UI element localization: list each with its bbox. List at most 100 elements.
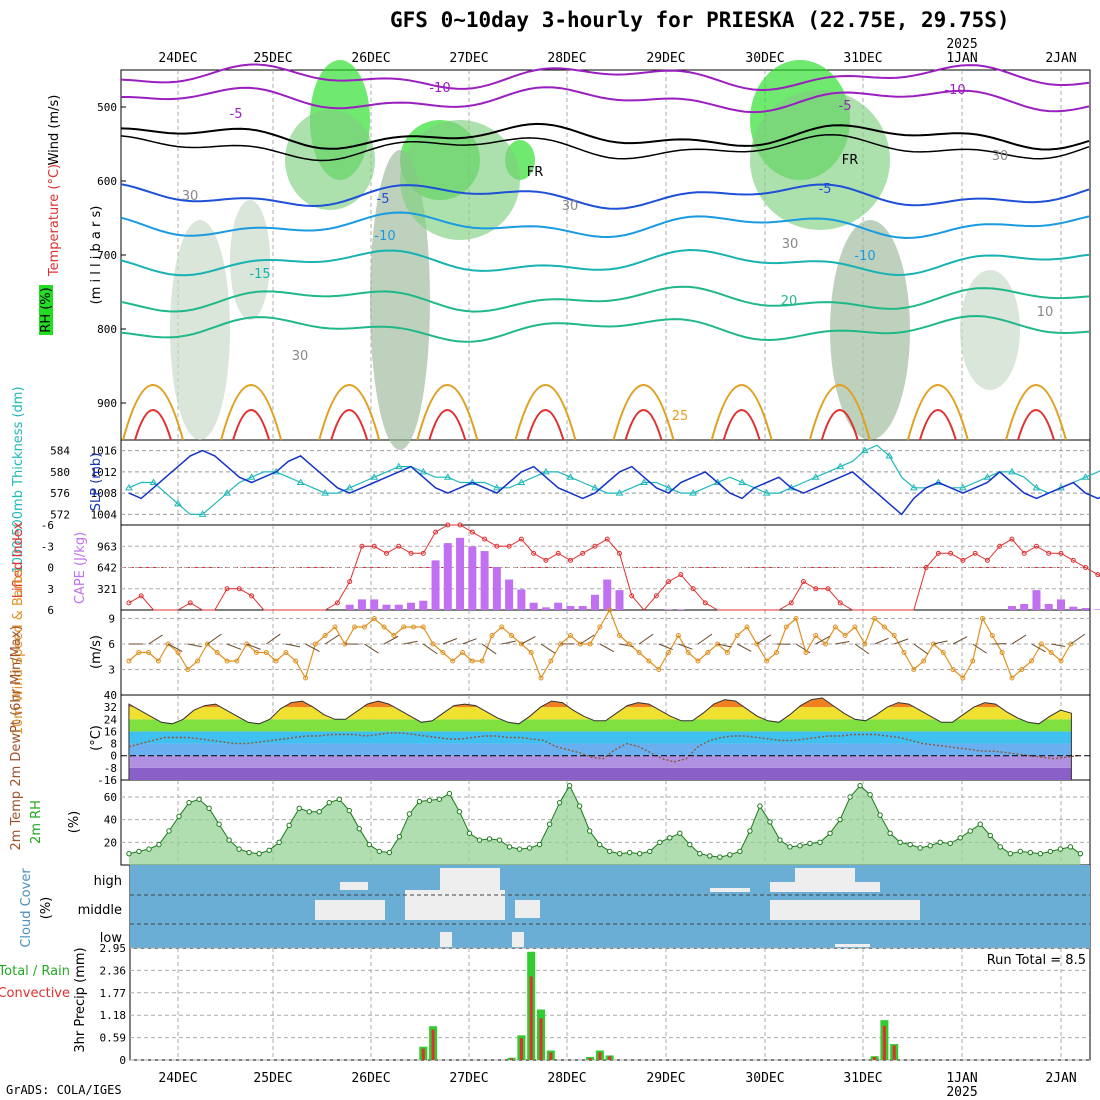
rh-point (476, 837, 483, 843)
rh-point (857, 782, 863, 789)
wind-barb (246, 643, 261, 650)
li-point (935, 550, 941, 556)
thickness-point (321, 489, 330, 496)
rh-point (456, 809, 463, 815)
wind-speed-point (322, 633, 328, 638)
wind-speed-line (128, 608, 1072, 680)
temp-label: 2m Temp 2m DewPt (6hr Min/Max) (9, 625, 24, 850)
wind-speed-point (126, 658, 132, 664)
wind-speed-point (872, 616, 878, 621)
thickness-point (198, 510, 207, 517)
contour-label: -10 (374, 229, 395, 244)
temperature-contour (722, 409, 761, 441)
thickness-point (615, 489, 624, 496)
wind-speed-point (518, 641, 524, 647)
temperature-contour (1005, 384, 1067, 441)
date-label-top: 2JAN (1045, 51, 1076, 66)
rh-point (366, 841, 373, 848)
contour-label: -10 (429, 81, 450, 96)
wind-speed-point (852, 624, 858, 630)
date-label-bottom: 1JAN (946, 1071, 977, 1086)
contour-label: FR (842, 153, 859, 168)
temp-tick: 24 (104, 713, 118, 726)
wind-barb (854, 643, 870, 655)
wind-speed-point (832, 624, 838, 630)
wind-tick: 6 (108, 638, 115, 651)
wind-speed-point (989, 633, 995, 638)
wind-speed-point (734, 633, 740, 638)
rh-point (546, 821, 553, 827)
rh-point (146, 846, 152, 852)
li-point (518, 536, 524, 542)
precip-label-convective: Convective (0, 986, 70, 1001)
wind-speed-point (273, 658, 279, 664)
rh-point (336, 796, 342, 802)
thickness-point (149, 478, 158, 485)
rh-point (927, 843, 933, 849)
wind-barb (207, 633, 222, 645)
thickness-point (909, 483, 918, 491)
li-point (420, 550, 426, 556)
contour-label: -5 (230, 107, 243, 122)
rh-point (757, 803, 763, 809)
precip-bar-convective (588, 1058, 592, 1060)
thickness-point (762, 489, 771, 496)
rh-point (576, 803, 583, 809)
cloud-block (835, 944, 870, 947)
rh-point (787, 844, 793, 850)
rh-point (416, 798, 423, 805)
contour-label: 30 (292, 349, 309, 364)
rh-point (486, 836, 493, 842)
slp-label: SLP (mb) (89, 453, 104, 512)
date-label-top: 1JAN (946, 51, 977, 66)
contour-label: -15 (249, 267, 270, 282)
wind-speed-point (823, 641, 829, 647)
wind-speed-point (646, 658, 652, 664)
upper-ytick: 500 (97, 101, 117, 114)
rh-point (556, 799, 563, 806)
wind-barb (697, 633, 713, 645)
wind-barb (364, 643, 379, 654)
precip-tick: 2.36 (100, 964, 127, 977)
wind-barb (717, 643, 732, 648)
li-point (702, 600, 708, 606)
precip-bar-convective (529, 976, 533, 1060)
li-tick: 3 (47, 583, 54, 596)
li-point (445, 522, 451, 528)
li-point (371, 543, 377, 549)
li-point (567, 557, 573, 563)
thickness-point (419, 467, 428, 475)
precip-run-total: Run Total = 8.5 (987, 953, 1086, 968)
wind-speed-point (195, 658, 201, 664)
thickness-point (860, 446, 869, 454)
rh-point (907, 841, 913, 848)
li-line (128, 524, 1100, 611)
rh-point (637, 850, 643, 857)
wind-speed-point (460, 650, 466, 655)
wind-barb (521, 636, 536, 645)
temperature-contour (918, 409, 957, 441)
cape-tick: 321 (97, 583, 117, 596)
date-label-top: 28DEC (547, 51, 586, 66)
thickness-point (566, 473, 575, 480)
li-point (224, 586, 230, 592)
rh-point (296, 805, 302, 812)
rh-point (817, 839, 823, 846)
wind-barb (835, 640, 850, 645)
wind-speed-point (960, 675, 966, 681)
wind-speed-point (499, 624, 505, 630)
wind-speed-point (656, 667, 662, 672)
rh-point (767, 819, 773, 825)
date-label-top: 31DEC (843, 51, 882, 66)
rh-point (606, 848, 613, 855)
wind-speed-point (410, 624, 416, 630)
wind-speed-point (617, 633, 622, 638)
wind-speed-point (999, 650, 1005, 655)
cape-bar (394, 604, 403, 610)
wind-speed-point (1048, 650, 1054, 655)
thickness-point (492, 483, 501, 491)
wind-barb (678, 643, 693, 650)
wind-barb (952, 636, 968, 645)
wind-speed-point (803, 650, 809, 655)
rh-point (1017, 848, 1024, 855)
